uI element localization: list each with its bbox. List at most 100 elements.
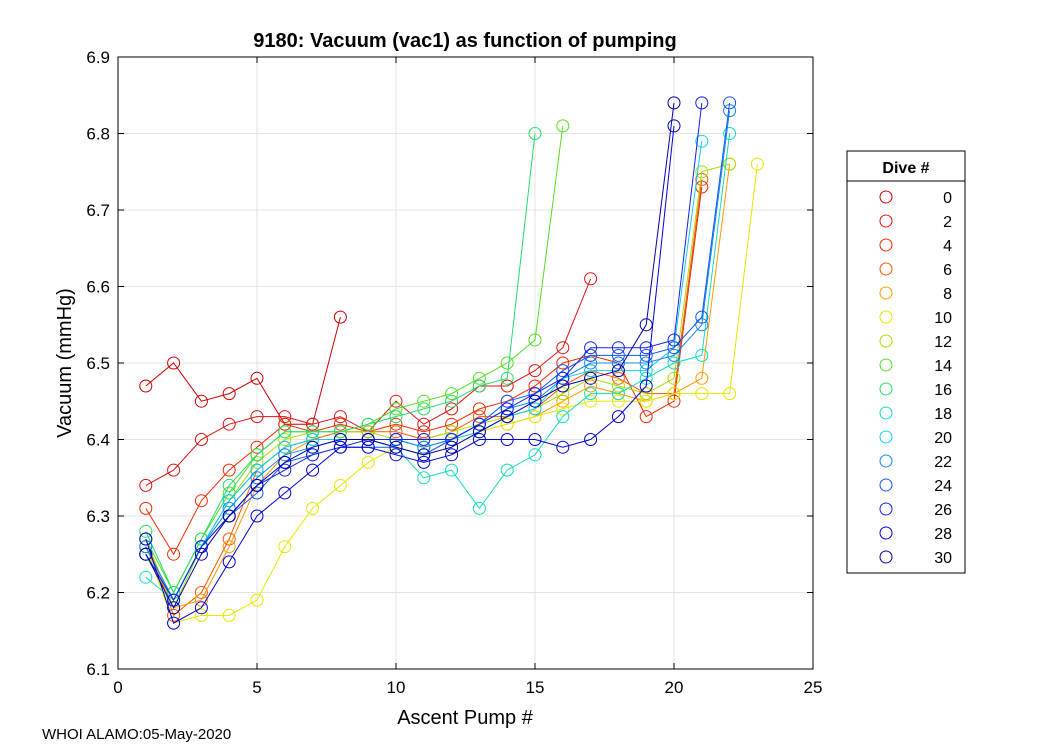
series-layer xyxy=(139,96,764,630)
legend-label: 0 xyxy=(943,190,952,207)
data-point xyxy=(528,410,542,424)
data-point xyxy=(611,394,625,408)
data-point xyxy=(194,586,208,599)
data-point xyxy=(528,127,542,140)
data-point xyxy=(528,433,542,446)
data-point xyxy=(361,425,375,439)
series-line xyxy=(145,179,703,617)
data-point xyxy=(445,394,459,408)
data-point xyxy=(139,547,153,561)
data-point xyxy=(611,410,625,424)
series-dive-20 xyxy=(139,134,709,607)
data-point xyxy=(306,448,320,462)
data-point xyxy=(667,348,681,362)
data-point xyxy=(167,356,181,370)
data-point xyxy=(278,463,292,477)
legend-item: 30 xyxy=(879,550,952,567)
legend-label: 22 xyxy=(934,454,952,471)
legend-label: 16 xyxy=(934,382,952,399)
data-point xyxy=(222,387,236,401)
legend-marker xyxy=(879,454,893,468)
data-point xyxy=(723,127,737,140)
data-point xyxy=(417,433,431,446)
data-point xyxy=(306,425,320,439)
series-line xyxy=(145,102,675,609)
legend-marker xyxy=(879,238,893,252)
data-point xyxy=(250,371,264,385)
data-point xyxy=(472,371,486,385)
data-point xyxy=(389,410,403,424)
data-point xyxy=(445,387,459,401)
data-point xyxy=(528,379,542,393)
data-point xyxy=(222,540,236,554)
data-point xyxy=(445,448,459,462)
data-point xyxy=(472,433,486,446)
data-point xyxy=(333,310,347,324)
y-axis-label: Vacuum (mmHg) xyxy=(54,288,76,438)
x-tick-label: 5 xyxy=(252,678,261,697)
data-point xyxy=(667,341,681,355)
data-point xyxy=(278,440,292,454)
legend-item: 20 xyxy=(879,430,952,447)
data-point xyxy=(333,417,347,431)
data-point xyxy=(639,394,653,408)
legend-item: 22 xyxy=(879,454,952,471)
data-point xyxy=(389,440,403,454)
legend-item: 24 xyxy=(879,478,952,495)
y-tick-label: 6.9 xyxy=(86,48,110,67)
series-line xyxy=(145,102,703,602)
legend-label: 12 xyxy=(934,334,952,351)
series-line xyxy=(145,316,341,425)
data-point xyxy=(306,417,320,431)
data-point xyxy=(194,593,208,607)
data-point xyxy=(167,601,181,615)
data-point xyxy=(584,348,598,362)
data-point xyxy=(472,379,486,393)
y-tick-label: 6.6 xyxy=(86,278,110,297)
legend-marker xyxy=(879,310,893,324)
data-point xyxy=(417,448,431,462)
legend-label: 4 xyxy=(943,238,952,255)
data-point xyxy=(361,455,375,469)
legend-item: 18 xyxy=(879,406,952,423)
data-point xyxy=(556,364,570,378)
data-point xyxy=(278,417,292,431)
data-point xyxy=(417,417,431,431)
series-line xyxy=(145,163,730,610)
legend-item: 28 xyxy=(879,526,952,543)
data-point xyxy=(194,394,208,408)
data-point xyxy=(222,494,236,508)
data-point xyxy=(333,478,347,492)
data-point xyxy=(417,394,431,408)
chart-title: 9180: Vacuum (vac1) as function of pumpi… xyxy=(253,30,676,52)
series-line xyxy=(145,133,536,594)
data-point xyxy=(222,555,236,569)
data-point xyxy=(556,119,570,133)
data-point xyxy=(528,448,542,462)
series-line xyxy=(145,278,592,486)
footer-stamp: WHOI ALAMO:05-May-2020 xyxy=(42,726,232,743)
data-point xyxy=(500,417,514,431)
data-point xyxy=(306,433,320,446)
legend-item: 26 xyxy=(879,502,952,519)
legend-label: 30 xyxy=(934,550,952,567)
data-point xyxy=(194,494,208,508)
data-point xyxy=(445,463,459,477)
data-point xyxy=(528,402,542,416)
data-point xyxy=(361,433,375,446)
x-tick-label: 10 xyxy=(387,678,406,697)
data-point xyxy=(139,532,153,546)
data-point xyxy=(194,601,208,615)
data-point xyxy=(222,463,236,477)
data-point xyxy=(389,394,403,408)
data-point xyxy=(472,501,486,515)
data-point xyxy=(500,356,514,370)
data-point xyxy=(139,501,153,515)
y-tick-label: 6.3 xyxy=(86,507,110,526)
series-dive-30 xyxy=(139,96,681,615)
data-point xyxy=(333,410,347,424)
data-point xyxy=(361,440,375,454)
data-point xyxy=(167,586,181,599)
data-point xyxy=(556,341,570,355)
